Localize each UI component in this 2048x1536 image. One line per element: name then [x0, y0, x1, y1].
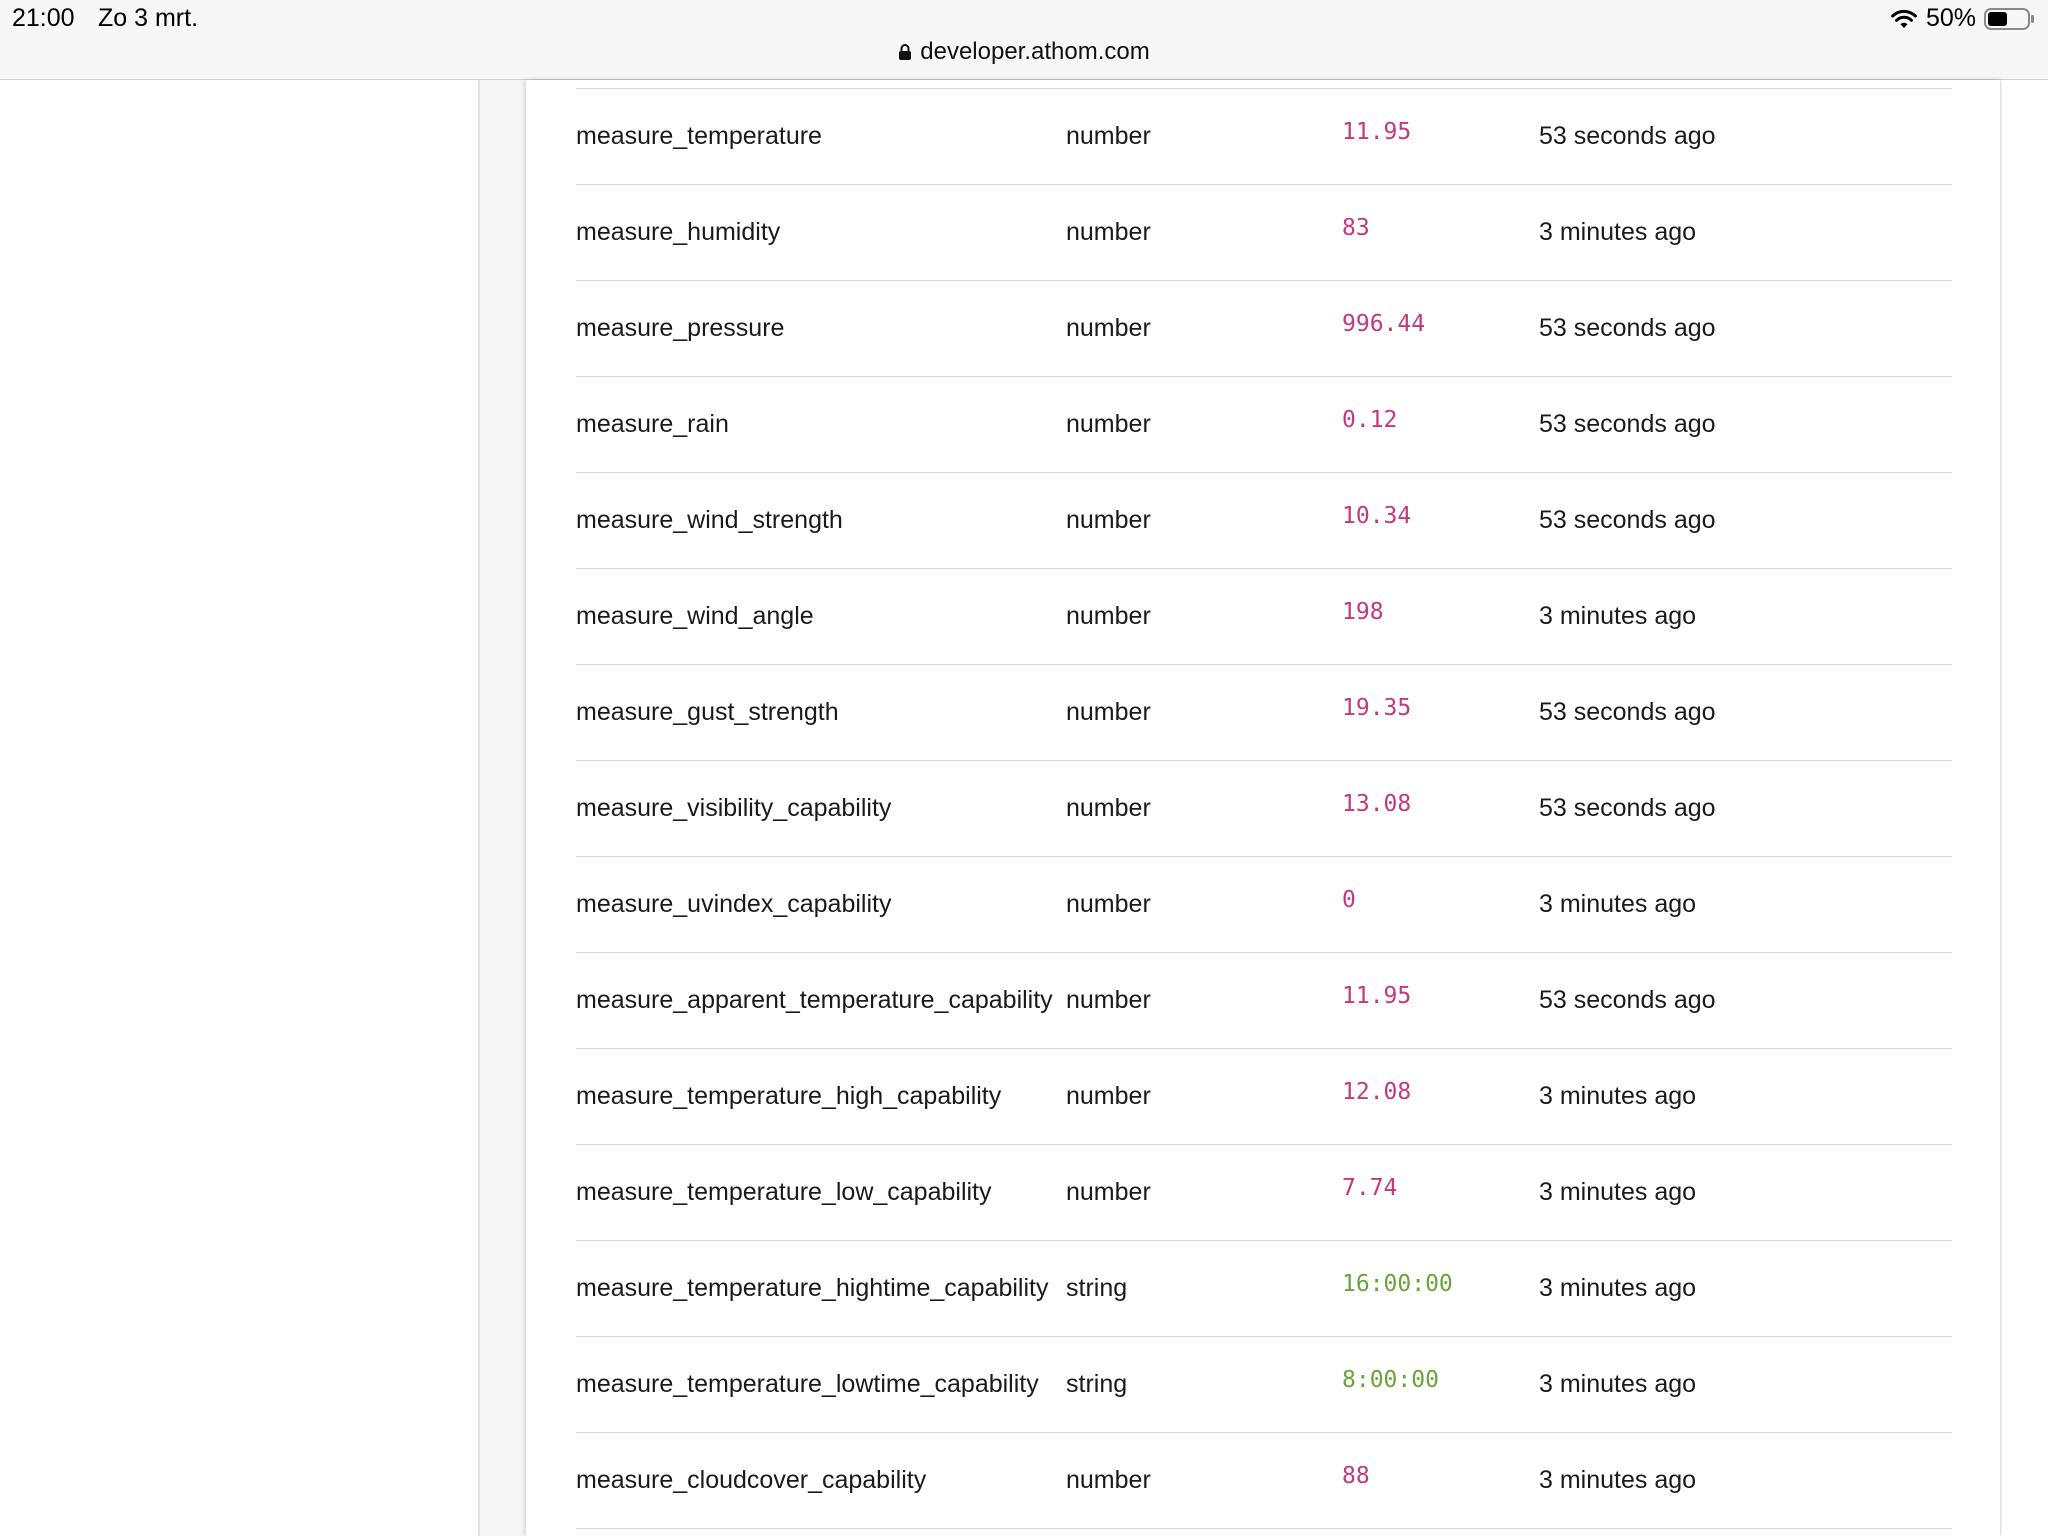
sidebar	[0, 80, 478, 1536]
capability-name: measure_visibility_capability	[576, 794, 892, 822]
capability-name: measure_uvindex_capability	[576, 890, 892, 918]
capabilities-table: measure_temperature number 11.95 53 seconds…	[576, 88, 1952, 1529]
capability-name: measure_wind_angle	[576, 602, 814, 630]
capability-value: 0	[1342, 887, 1356, 913]
capability-type: string	[1066, 1274, 1128, 1302]
capability-type: string	[1066, 1370, 1128, 1398]
capability-type: number	[1066, 1466, 1151, 1494]
capability-type: number	[1066, 314, 1151, 342]
capability-value: 996.44	[1342, 311, 1426, 337]
capability-updated: 53 seconds ago	[1539, 506, 1716, 534]
capability-type: number	[1066, 1178, 1151, 1206]
status-time: 21:00	[12, 4, 75, 32]
capability-name: measure_temperature	[576, 122, 822, 150]
capability-value: 11.95	[1342, 983, 1412, 1009]
table-row: measure_temperature_lowtime_capability st…	[576, 1337, 1952, 1433]
capability-updated: 3 minutes ago	[1539, 1178, 1697, 1206]
capability-value: 16:00:00	[1342, 1271, 1453, 1297]
table-row: measure_temperature_high_capability numbe…	[576, 1049, 1952, 1145]
table-row: measure_cloudcover_capability number 88 3 m…	[576, 1433, 1952, 1529]
capability-type: number	[1066, 410, 1151, 438]
capability-name: measure_temperature_lowtime_capability	[576, 1370, 1039, 1398]
sidebar-divider	[478, 80, 480, 1536]
capability-updated: 3 minutes ago	[1539, 1082, 1697, 1110]
url-text: developer.athom.com	[920, 38, 1150, 65]
capability-updated: 3 minutes ago	[1539, 602, 1697, 630]
capability-value: 12.08	[1342, 1079, 1412, 1105]
table-row: measure_visibility_capability number 13.08…	[576, 761, 1952, 857]
capability-type: number	[1066, 218, 1151, 246]
capability-value: 8:00:00	[1342, 1367, 1439, 1393]
capability-name: measure_cloudcover_capability	[576, 1466, 927, 1494]
capability-type: number	[1066, 506, 1151, 534]
capability-value: 13.08	[1342, 791, 1412, 817]
table-row: measure_gust_strength number 19.35 53 secon…	[576, 665, 1952, 761]
capability-name: measure_temperature_hightime_capability	[576, 1274, 1049, 1302]
status-bar: 21:00 Zo 3 mrt. 50% developer.athom.com	[0, 0, 2048, 80]
capability-name: measure_rain	[576, 410, 729, 438]
right-gutter	[2002, 80, 2048, 1536]
capability-updated: 53 seconds ago	[1539, 698, 1716, 726]
lock-icon	[898, 40, 912, 68]
capability-updated: 3 minutes ago	[1539, 218, 1697, 246]
capability-name: measure_pressure	[576, 314, 785, 342]
capability-value: 11.95	[1342, 119, 1412, 145]
capability-updated: 3 minutes ago	[1539, 1370, 1697, 1398]
capability-type: number	[1066, 602, 1151, 630]
wifi-icon	[1890, 8, 1918, 30]
capability-updated: 53 seconds ago	[1539, 794, 1716, 822]
capability-value: 198	[1342, 599, 1384, 625]
table-row: measure_pressure number 996.44 53 seconds a…	[576, 281, 1952, 377]
capability-name: measure_wind_strength	[576, 506, 843, 534]
table-row: measure_temperature number 11.95 53 seconds…	[576, 89, 1952, 185]
battery-percentage: 50%	[1925, 4, 1976, 32]
capability-updated: 53 seconds ago	[1539, 986, 1716, 1014]
content-gutter	[480, 80, 526, 1536]
capability-updated: 53 seconds ago	[1539, 410, 1716, 438]
capability-value: 7.74	[1342, 1175, 1398, 1201]
capability-name: measure_gust_strength	[576, 698, 839, 726]
capability-value: 10.34	[1342, 503, 1412, 529]
table-row: measure_humidity number 83 3 minutes ago	[576, 185, 1952, 281]
capability-type: number	[1066, 986, 1151, 1014]
capability-type: number	[1066, 698, 1151, 726]
capability-updated: 3 minutes ago	[1539, 1466, 1697, 1494]
table-row: measure_apparent_temperature_capability n…	[576, 953, 1952, 1049]
table-divider	[576, 88, 1952, 89]
capability-value: 19.35	[1342, 695, 1412, 721]
capability-updated: 53 seconds ago	[1539, 314, 1716, 342]
capability-type: number	[1066, 122, 1151, 150]
table-row: measure_wind_angle number 198 3 minutes ago	[576, 569, 1952, 665]
status-date: Zo 3 mrt.	[98, 4, 199, 32]
battery-icon	[1984, 7, 2036, 31]
table-row: measure_uvindex_capability number 0 3 minut…	[576, 857, 1952, 953]
capability-name: measure_humidity	[576, 218, 781, 246]
capability-value: 83	[1342, 215, 1370, 241]
capability-updated: 3 minutes ago	[1539, 1274, 1697, 1302]
capability-name: measure_temperature_low_capability	[576, 1178, 992, 1206]
address-bar[interactable]: developer.athom.com	[0, 38, 2048, 68]
capability-updated: 53 seconds ago	[1539, 122, 1716, 150]
table-row: measure_temperature_hightime_capability s…	[576, 1241, 1952, 1337]
status-indicators: 50%	[1890, 4, 2036, 33]
capability-value: 88	[1342, 1463, 1370, 1489]
capability-updated: 3 minutes ago	[1539, 890, 1697, 918]
capabilities-panel	[526, 80, 2000, 1536]
table-row: measure_temperature_low_capability number…	[576, 1145, 1952, 1241]
capability-type: number	[1066, 890, 1151, 918]
capability-value: 0.12	[1342, 407, 1398, 433]
capability-name: measure_temperature_high_capability	[576, 1082, 1002, 1110]
capability-type: number	[1066, 1082, 1151, 1110]
capability-type: number	[1066, 794, 1151, 822]
capability-name: measure_apparent_temperature_capability	[576, 986, 1053, 1014]
table-row: measure_wind_strength number 10.34 53 secon…	[576, 473, 1952, 569]
table-row: measure_rain number 0.12 53 seconds ago	[576, 377, 1952, 473]
